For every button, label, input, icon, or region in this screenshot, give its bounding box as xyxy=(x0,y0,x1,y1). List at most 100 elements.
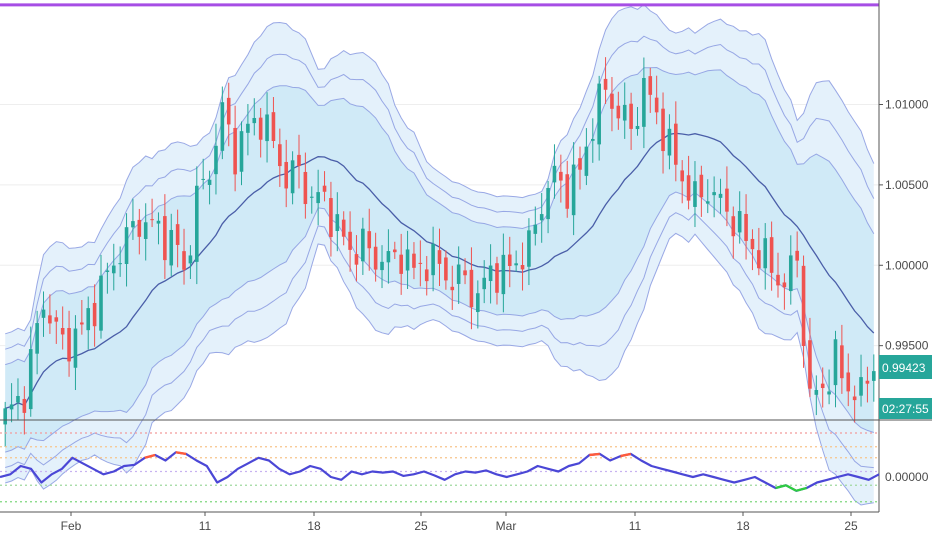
candle-body xyxy=(150,219,154,221)
candle-body xyxy=(16,396,20,403)
candle-body xyxy=(667,128,672,156)
time-tick-label: 11 xyxy=(629,519,642,533)
candle xyxy=(852,385,857,423)
candle xyxy=(188,245,193,279)
candle xyxy=(354,235,359,282)
candle-body xyxy=(827,391,831,395)
candle-body xyxy=(354,254,359,265)
candle-body xyxy=(67,328,71,362)
candle xyxy=(661,92,665,174)
candle xyxy=(725,166,729,227)
time-tick-label: Mar xyxy=(496,519,517,533)
candle-body xyxy=(99,275,103,331)
time-tick-label: 18 xyxy=(307,519,321,533)
candle-body xyxy=(539,214,544,221)
candle-body xyxy=(507,254,512,266)
candle-body xyxy=(584,146,589,176)
time-tick-label: Feb xyxy=(61,519,82,533)
candle xyxy=(201,158,205,190)
candle-body xyxy=(271,112,276,141)
candle xyxy=(705,179,710,214)
candle-body xyxy=(105,270,110,272)
candle xyxy=(348,211,352,272)
candle xyxy=(392,241,397,259)
countdown-badge-bg xyxy=(879,398,932,419)
candle xyxy=(546,180,550,234)
candle-body xyxy=(718,193,723,198)
candle-body xyxy=(207,179,212,185)
candle xyxy=(629,92,633,150)
candle-body xyxy=(705,201,710,204)
candle-body xyxy=(329,198,333,237)
candle-body xyxy=(278,144,282,167)
oscillator-oversold-segment xyxy=(785,484,797,492)
candle xyxy=(252,98,257,136)
candle-body xyxy=(763,238,768,269)
candle xyxy=(712,176,716,218)
candle xyxy=(527,218,531,286)
candle-body xyxy=(495,263,499,293)
candle-body xyxy=(635,125,640,130)
candle xyxy=(322,171,327,202)
candle xyxy=(482,260,487,304)
candle-body xyxy=(424,269,429,282)
oscillator-overbought-segment xyxy=(175,451,187,456)
candle xyxy=(769,221,774,291)
candle-body xyxy=(737,211,742,233)
candle-body xyxy=(214,145,218,175)
candle-body xyxy=(814,389,819,395)
candle xyxy=(118,246,122,277)
candle xyxy=(667,114,672,170)
candle-body xyxy=(514,263,518,266)
candle-body xyxy=(757,250,761,269)
candle-body xyxy=(373,246,378,270)
candle xyxy=(450,265,455,310)
candle-body xyxy=(533,224,538,234)
candle-body xyxy=(661,108,665,152)
candle-body xyxy=(546,187,550,220)
candle xyxy=(693,161,697,228)
candle-body xyxy=(527,230,531,267)
candle-body xyxy=(795,250,799,261)
candle-body xyxy=(322,185,327,192)
candle-body xyxy=(73,328,78,368)
candle xyxy=(559,154,563,203)
candle xyxy=(718,178,723,214)
candle-body xyxy=(233,127,237,175)
candle xyxy=(278,128,282,187)
candle xyxy=(533,206,538,246)
candle xyxy=(99,254,103,339)
time-tick-label: 25 xyxy=(844,519,858,533)
price-tick-label: 1.00500 xyxy=(885,178,929,192)
candle-body xyxy=(60,327,65,335)
candle xyxy=(271,97,276,149)
candle xyxy=(827,369,831,405)
candle-body xyxy=(239,131,244,172)
candle-body xyxy=(392,249,397,253)
time-tick-label: 25 xyxy=(414,519,428,533)
candle-body xyxy=(386,251,391,263)
candle-body xyxy=(48,315,52,324)
candle xyxy=(610,76,614,132)
candle xyxy=(737,191,742,244)
candle xyxy=(642,57,646,149)
candle xyxy=(565,160,570,218)
candle xyxy=(329,181,333,257)
candle-body xyxy=(431,243,435,276)
candle-body xyxy=(456,264,461,284)
candle xyxy=(48,294,52,334)
candle-body xyxy=(348,231,352,250)
candle-body xyxy=(265,114,269,142)
candle-body xyxy=(361,228,365,262)
oscillator-oversold-segment xyxy=(775,484,787,490)
candle-body xyxy=(3,408,7,425)
last-price-badge[interactable]: 0.99423 02:27:55 xyxy=(879,355,932,419)
candle xyxy=(22,386,27,435)
time-tick-label: 18 xyxy=(736,519,750,533)
candle-body xyxy=(246,123,250,133)
candle-body xyxy=(92,302,97,327)
candle xyxy=(424,256,429,296)
candle-body xyxy=(405,249,410,271)
candle xyxy=(846,353,851,407)
